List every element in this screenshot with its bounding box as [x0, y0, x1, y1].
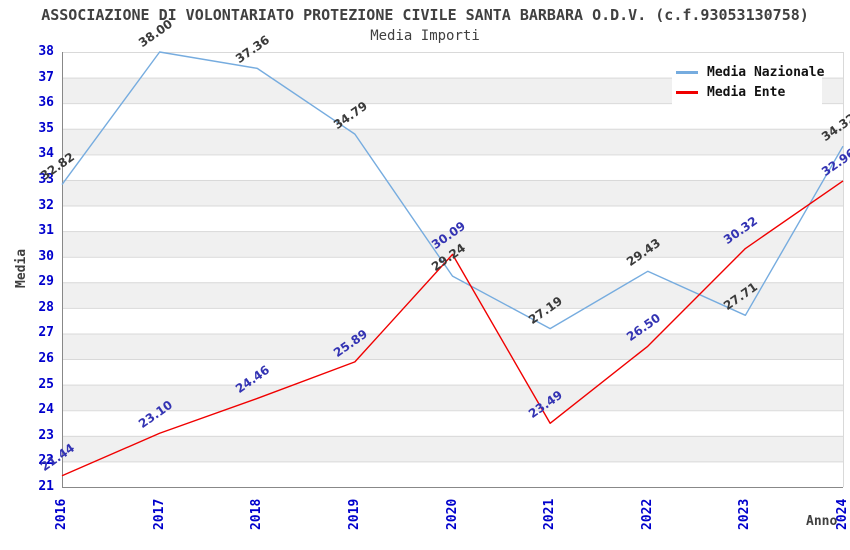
- legend-item: Media Nazionale: [676, 62, 825, 82]
- y-tick-label: 35: [38, 120, 54, 136]
- y-tick-label: 34: [38, 146, 54, 162]
- y-tick-label: 29: [38, 274, 54, 290]
- x-tick-label: 2022: [639, 498, 655, 530]
- grid-band: [62, 282, 843, 308]
- y-tick-label: 23: [38, 427, 54, 443]
- grid-band: [62, 231, 843, 257]
- x-tick-label: 2017: [151, 498, 167, 530]
- y-tick-label: 37: [38, 69, 54, 85]
- y-tick-label: 27: [38, 325, 54, 341]
- y-tick-label: 26: [38, 351, 54, 367]
- y-tick-label: 24: [38, 402, 54, 418]
- x-tick-label: 2024: [835, 498, 850, 530]
- chart-subtitle: Media Importi: [370, 28, 480, 44]
- y-tick-label: 28: [38, 299, 54, 315]
- x-tick-label: 2019: [346, 498, 362, 530]
- x-tick-label: 2018: [249, 498, 265, 530]
- y-tick-label: 31: [38, 223, 54, 239]
- grid-band: [62, 384, 843, 411]
- y-axis-title: Media: [14, 248, 29, 288]
- chart-title: ASSOCIAZIONE DI VOLONTARIATO PROTEZIONE …: [41, 6, 809, 24]
- x-tick-label: 2023: [737, 498, 753, 530]
- series-line-media-ente: [61, 180, 844, 477]
- legend-label: Media Ente: [707, 84, 786, 100]
- legend-item: Media Ente: [676, 82, 822, 102]
- legend-line-icon: [676, 70, 698, 74]
- y-tick-label: 33: [38, 171, 54, 187]
- y-tick-label: 30: [38, 248, 54, 264]
- x-tick-label: 2021: [542, 498, 558, 530]
- series-line-media-nazionale: [61, 51, 844, 330]
- legend-line-icon: [676, 90, 698, 94]
- x-tick-label: 2020: [444, 498, 460, 530]
- y-tick-label: 21: [38, 479, 54, 494]
- y-tick-label: 36: [38, 95, 54, 111]
- x-tick-label: 2016: [54, 498, 69, 530]
- grid-band: [62, 435, 843, 462]
- grid-band: [62, 179, 843, 206]
- grid-band: [62, 333, 843, 360]
- grid-band: [62, 128, 843, 155]
- y-tick-label: 38: [38, 44, 54, 59]
- legend: Media Nazionale Media Ente: [672, 57, 825, 107]
- legend-label: Media Nazionale: [707, 64, 825, 80]
- y-tick-label: 25: [38, 376, 54, 392]
- y-tick-label: 32: [38, 197, 54, 213]
- y-tick-label: 22: [38, 453, 54, 469]
- x-axis-title: Anno: [806, 514, 838, 529]
